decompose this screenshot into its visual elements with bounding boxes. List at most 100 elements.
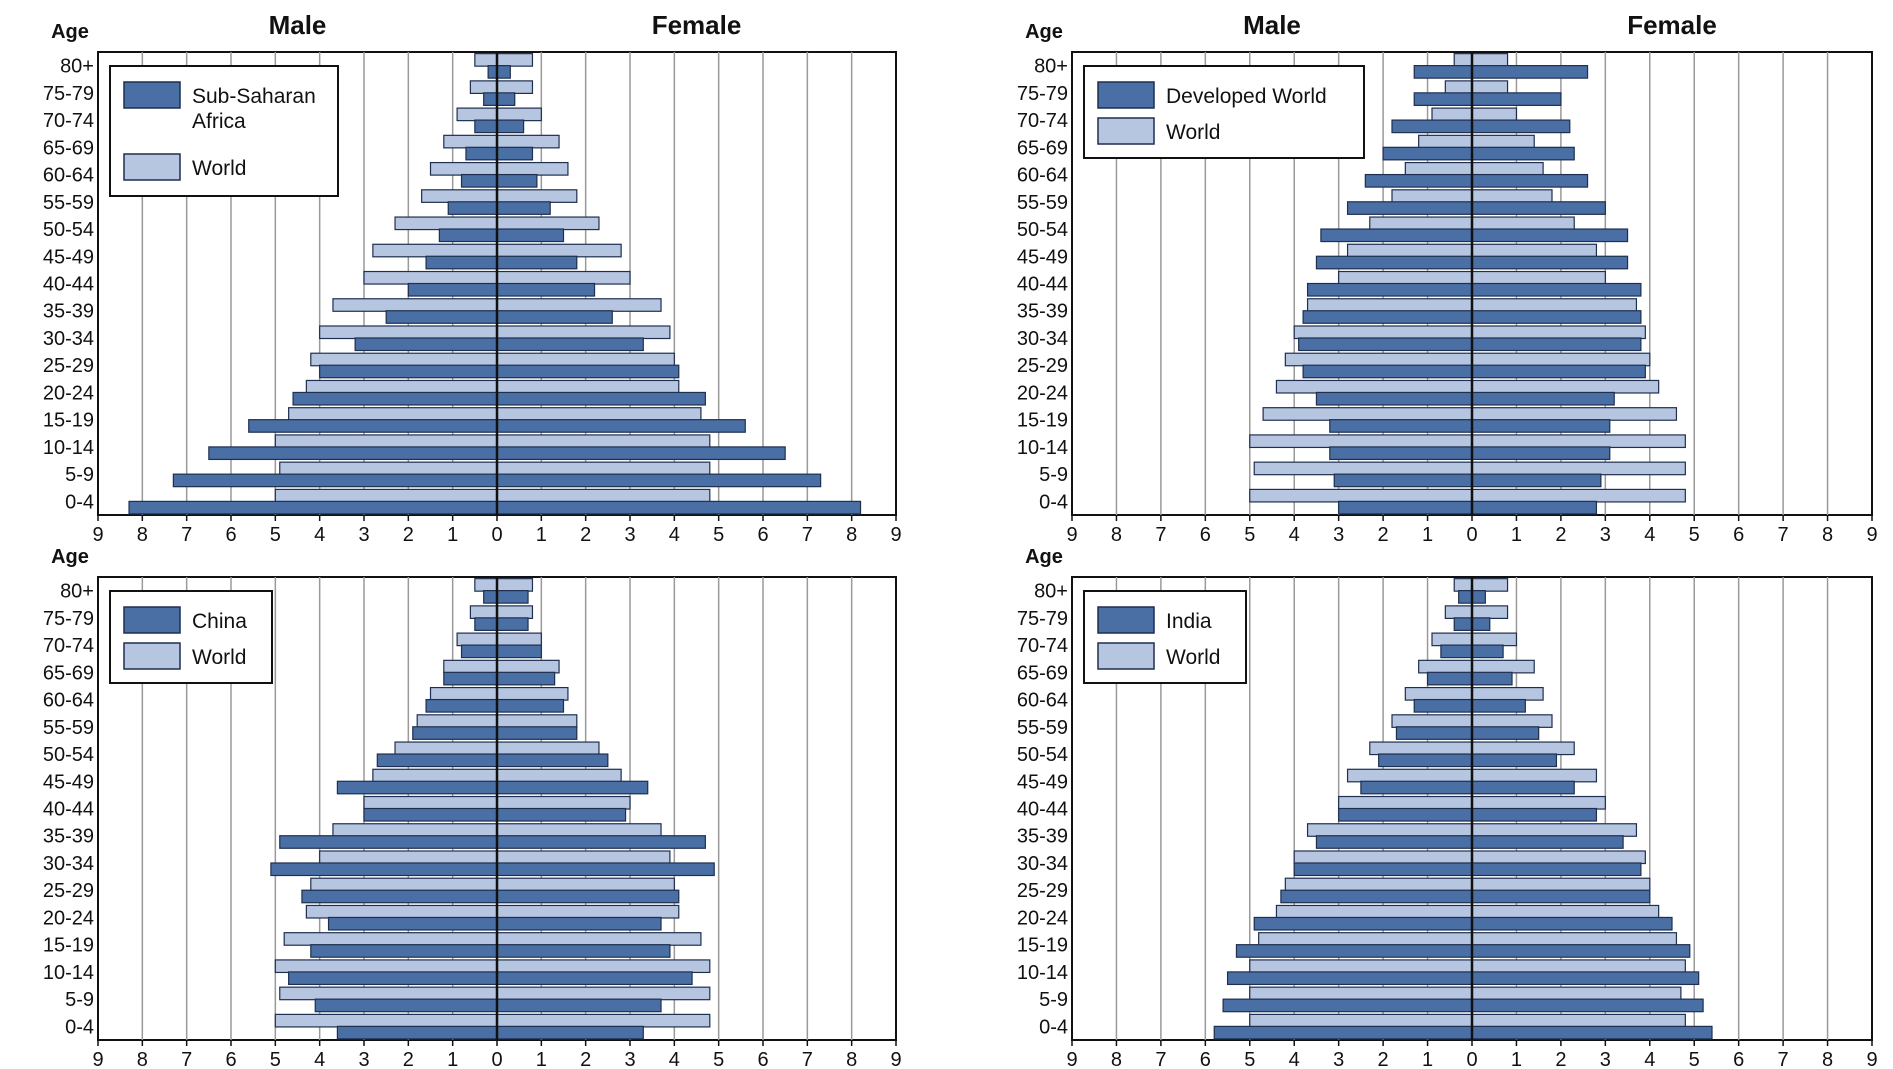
bar-primary-male (1360, 780, 1473, 795)
x-tick-label: 4 (1289, 1049, 1300, 1069)
bar-world-female (496, 53, 534, 67)
bar-world-male (1253, 461, 1473, 476)
bar-world-female (496, 325, 671, 340)
bar-primary-male (460, 644, 498, 659)
bar-world-female (1471, 80, 1509, 94)
bar-primary-male (1302, 364, 1473, 379)
bar-world-male (469, 80, 498, 94)
age-tick-label: 50-54 (43, 744, 94, 766)
bar-primary-male (487, 65, 498, 79)
bar-primary-male (208, 446, 498, 461)
bar-primary-male (301, 889, 498, 904)
bar-world-male (1293, 850, 1473, 865)
x-tick-label: 7 (802, 524, 813, 546)
age-tick-label: 30-34 (1017, 328, 1068, 350)
bar-primary-male (1253, 916, 1473, 931)
age-tick-label: 30-34 (43, 328, 94, 350)
age-tick-label: 40-44 (1017, 274, 1068, 296)
x-tick-label: 7 (802, 1049, 813, 1069)
bar-world-female (1471, 134, 1535, 149)
bar-primary-female (1471, 590, 1486, 604)
bar-world-male (283, 932, 498, 946)
bar-world-male (1404, 686, 1473, 701)
bar-world-female (1471, 53, 1509, 67)
female-header: Female (1627, 10, 1717, 40)
bar-primary-male (354, 337, 498, 352)
x-tick-label: 4 (1289, 524, 1300, 546)
bar-world-male (1418, 659, 1473, 674)
age-tick-label: 20-24 (43, 907, 94, 929)
bar-world-male (474, 53, 498, 67)
bar-primary-male (1222, 998, 1473, 1013)
x-tick-label: 7 (1155, 524, 1166, 546)
bar-primary-female (1471, 446, 1611, 461)
bar-world-male (1444, 605, 1473, 619)
age-tick-label: 75-79 (43, 83, 94, 105)
age-tick-label: 80+ (1034, 56, 1068, 78)
age-tick-label: 5-9 (1039, 989, 1068, 1011)
bar-world-female (496, 80, 534, 94)
bar-primary-male (1458, 590, 1473, 604)
bar-world-female (496, 407, 702, 421)
bar-world-male (1453, 578, 1473, 592)
bar-primary-female (1471, 201, 1606, 215)
bar-primary-female (1471, 916, 1673, 931)
bar-primary-male (438, 228, 498, 243)
bar-primary-male (336, 1025, 498, 1040)
age-tick-label: 35-39 (1017, 301, 1068, 323)
bar-primary-female (496, 916, 662, 931)
bar-world-male (1404, 161, 1473, 176)
bar-world-male (274, 1013, 498, 1028)
x-tick-label: 2 (580, 524, 591, 546)
bar-primary-female (1471, 889, 1651, 904)
x-tick-label: 9 (92, 1049, 103, 1069)
age-tick-label: 15-19 (1017, 410, 1068, 432)
bar-primary-female (496, 255, 578, 270)
age-tick-label: 30-34 (1017, 853, 1068, 875)
x-tick-label: 3 (1333, 1049, 1344, 1069)
age-tick-label: 80+ (60, 56, 94, 78)
bar-primary-male (1315, 835, 1473, 849)
bar-primary-male (483, 590, 498, 604)
age-tick-label: 60-64 (1017, 165, 1068, 187)
bar-world-female (496, 659, 560, 674)
legend-label-primary: China (192, 610, 247, 633)
bar-world-female (496, 959, 711, 974)
male-header: Male (1243, 10, 1301, 40)
bar-world-female (1471, 325, 1646, 340)
bar-world-female (496, 605, 534, 619)
x-tick-label: 3 (358, 524, 369, 546)
bar-primary-female (496, 201, 551, 215)
bar-world-male (1284, 352, 1473, 367)
bar-world-female (496, 1013, 711, 1028)
legend-label-world: World (192, 157, 246, 180)
bar-primary-female (496, 590, 529, 604)
x-tick-label: 8 (1111, 524, 1122, 546)
bar-world-female (1471, 1013, 1686, 1028)
x-tick-label: 5 (1244, 1049, 1255, 1069)
bar-primary-female (1471, 146, 1575, 161)
bar-primary-female (1471, 862, 1642, 877)
x-tick-label: 5 (270, 1049, 281, 1069)
bar-primary-female (1471, 391, 1615, 406)
age-tick-label: 5-9 (65, 989, 94, 1011)
bar-world-male (1306, 823, 1473, 837)
bar-primary-male (425, 255, 498, 270)
bar-world-male (1249, 1013, 1473, 1028)
bar-world-female (496, 434, 711, 449)
bar-primary-female (496, 391, 706, 406)
x-tick-label: 6 (1200, 524, 1211, 546)
bar-world-female (1471, 379, 1660, 394)
bar-world-male (1369, 741, 1473, 756)
x-tick-label: 1 (536, 1049, 547, 1069)
bar-world-female (1471, 189, 1553, 203)
bar-primary-male (460, 173, 498, 188)
bar-primary-male (1320, 228, 1473, 243)
x-tick-label: 2 (403, 1049, 414, 1069)
bar-primary-female (496, 92, 516, 106)
bar-world-female (1471, 243, 1598, 258)
bar-world-male (429, 161, 498, 176)
bar-primary-male (443, 671, 498, 686)
age-tick-label: 40-44 (1017, 799, 1068, 821)
bar-world-male (1275, 379, 1473, 394)
